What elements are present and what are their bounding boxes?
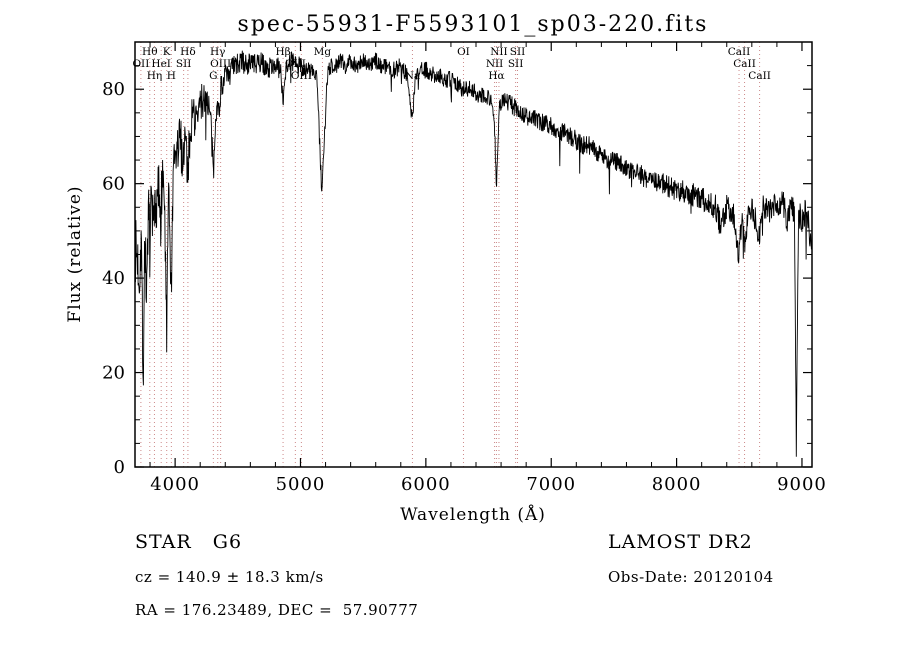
spectral-line-label: Mg xyxy=(314,46,332,58)
x-tick-label: 7000 xyxy=(526,474,576,495)
spectral-line-label: OIII xyxy=(291,70,312,82)
y-tick-label: 80 xyxy=(102,79,125,100)
x-tick-label: 9000 xyxy=(777,474,827,495)
spectral-line-label: SII xyxy=(510,46,526,58)
object-class-label: STAR G6 xyxy=(135,531,243,553)
spectral-line-label: CaII xyxy=(728,46,751,58)
spectral-line-label: OI xyxy=(457,46,470,58)
spectral-line-label: G xyxy=(209,70,217,82)
redshift-velocity-label: cz = 140.9 ± 18.3 km/s xyxy=(135,568,324,586)
spectral-line-label: CaII xyxy=(748,70,771,82)
y-tick-label: 60 xyxy=(102,174,125,195)
x-tick-label: 4000 xyxy=(150,474,200,495)
survey-label: LAMOST DR2 xyxy=(608,531,753,553)
spectral-line-label: H xyxy=(167,70,176,82)
spectral-line-label: SII xyxy=(508,58,524,70)
plot-frame xyxy=(134,41,813,468)
y-tick-label: 20 xyxy=(102,363,125,384)
spectral-line-label: Hη xyxy=(147,70,162,82)
spectral-line-label: NII xyxy=(486,58,503,70)
spectral-line-label: HeI xyxy=(151,58,171,70)
x-tick-label: 5000 xyxy=(276,474,326,495)
spectrum-trace xyxy=(135,50,812,457)
y-tick-label: 40 xyxy=(102,268,125,289)
obs-date-label: Obs-Date: 20120104 xyxy=(608,568,774,586)
spectral-line-label: Hγ xyxy=(210,46,225,58)
spectral-line-label: Hδ xyxy=(180,46,195,58)
spectral-line-label: K xyxy=(163,46,171,58)
page-title: spec-55931-F5593101_sp03-220.fits xyxy=(237,12,709,37)
y-tick-label: 0 xyxy=(114,457,125,478)
spectral-line-label: Hα xyxy=(488,70,504,82)
spectral-line-label: Hβ xyxy=(275,46,290,58)
x-tick-label: 8000 xyxy=(652,474,702,495)
spectral-line-label: Hθ xyxy=(142,46,157,58)
spectral-line-label: NII xyxy=(490,46,507,58)
spectral-line-label: OII xyxy=(132,58,149,70)
y-axis-label: Flux (relative) xyxy=(65,185,85,323)
coordinates-label: RA = 176.23489, DEC = 57.90777 xyxy=(135,601,419,619)
x-axis-label: Wavelength (Å) xyxy=(400,505,546,525)
spectral-line-label: CaII xyxy=(733,58,756,70)
x-tick-label: 6000 xyxy=(401,474,451,495)
spectral-line-label: SII xyxy=(176,58,192,70)
